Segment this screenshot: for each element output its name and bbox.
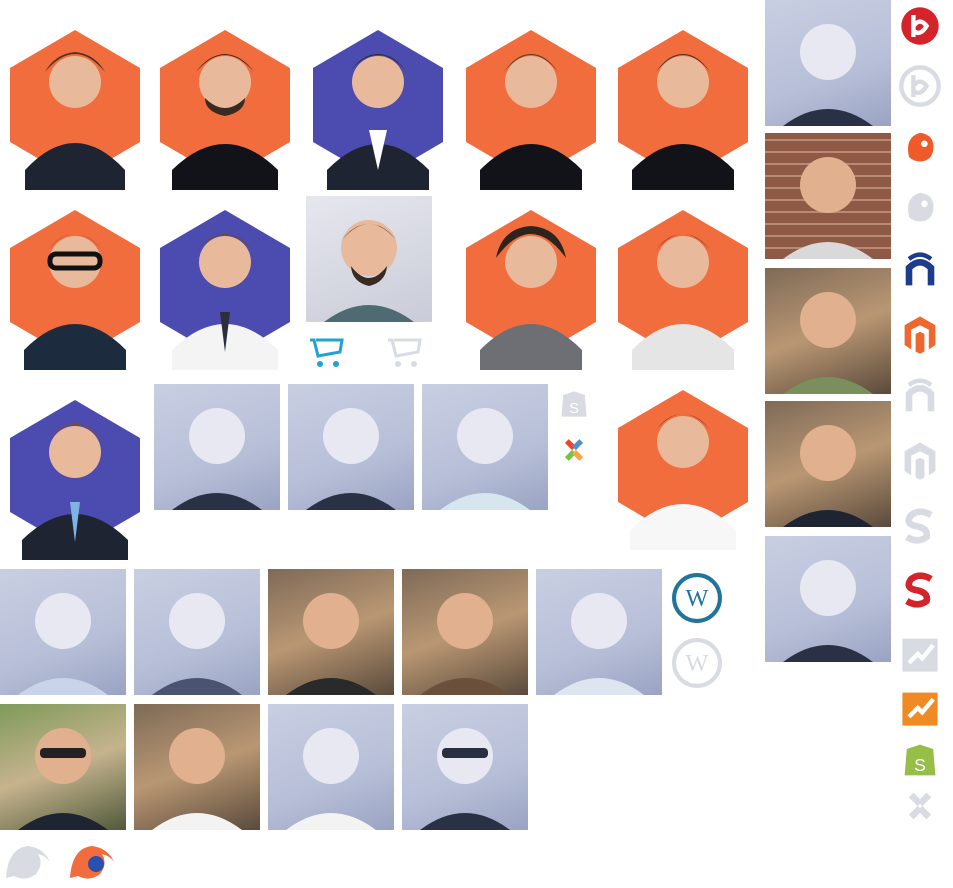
unknown-gray-icon xyxy=(898,632,942,676)
svg-text:W: W xyxy=(686,585,709,612)
sitefinity-gray-icon xyxy=(898,504,942,548)
portrait-hex-4 xyxy=(456,20,606,190)
joomla-gray-icon xyxy=(898,784,942,828)
portrait-hex-6 xyxy=(0,200,150,370)
portrait-gray-4 xyxy=(0,569,126,695)
opencart-gray-icon xyxy=(384,330,424,370)
portrait-hex-9 xyxy=(608,200,758,370)
wordpress-gray-icon: W xyxy=(670,636,724,690)
firefox-color-icon xyxy=(64,838,120,884)
portrait-right-4 xyxy=(765,401,891,527)
portrait-square-1 xyxy=(306,196,432,322)
nopcommerce-gray-icon xyxy=(898,374,942,418)
portrait-gray-8 xyxy=(402,704,528,830)
portrait-hex-7 xyxy=(150,200,300,370)
portrait-color-1 xyxy=(268,569,394,695)
opencart-icon xyxy=(306,330,346,370)
portrait-right-2 xyxy=(765,133,891,259)
portrait-hex-10 xyxy=(0,390,150,560)
magento-icon xyxy=(898,312,942,356)
bitrix-icon xyxy=(898,4,942,48)
portrait-gray-7 xyxy=(268,704,394,830)
wordpress-icon: W xyxy=(670,571,724,625)
shopify-icon: S xyxy=(898,738,942,782)
portrait-gray-2 xyxy=(288,384,414,510)
unknown-orange-icon xyxy=(898,686,942,730)
svg-text:W: W xyxy=(686,650,709,677)
sitefinity-icon xyxy=(898,568,942,612)
bitrix-gray-icon xyxy=(898,64,942,108)
portrait-gray-5 xyxy=(134,569,260,695)
portrait-hex-3 xyxy=(303,20,453,190)
mailchimp-gray-icon xyxy=(898,184,942,228)
portrait-right-5 xyxy=(765,536,891,662)
portrait-hex-8 xyxy=(456,200,606,370)
mailchimp-icon xyxy=(898,124,942,168)
shopify-gray-icon: S xyxy=(556,386,592,422)
svg-text:S: S xyxy=(914,755,926,775)
portrait-hex-2 xyxy=(150,20,300,190)
portrait-hex-1 xyxy=(0,20,150,190)
svg-text:S: S xyxy=(569,401,579,417)
portrait-gray-1 xyxy=(154,384,280,510)
portrait-right-1 xyxy=(765,0,891,126)
portrait-hex-11 xyxy=(608,380,758,550)
portrait-right-3 xyxy=(765,268,891,394)
portrait-color-4 xyxy=(134,704,260,830)
joomla-icon xyxy=(556,432,592,468)
portrait-gray-3 xyxy=(422,384,548,510)
nopcommerce-icon xyxy=(898,248,942,292)
magento-gray-icon xyxy=(898,438,942,482)
firefox-gray-icon xyxy=(0,838,56,884)
portrait-hex-5 xyxy=(608,20,758,190)
portrait-gray-6 xyxy=(536,569,662,695)
portrait-color-3 xyxy=(0,704,126,830)
portrait-color-2 xyxy=(402,569,528,695)
